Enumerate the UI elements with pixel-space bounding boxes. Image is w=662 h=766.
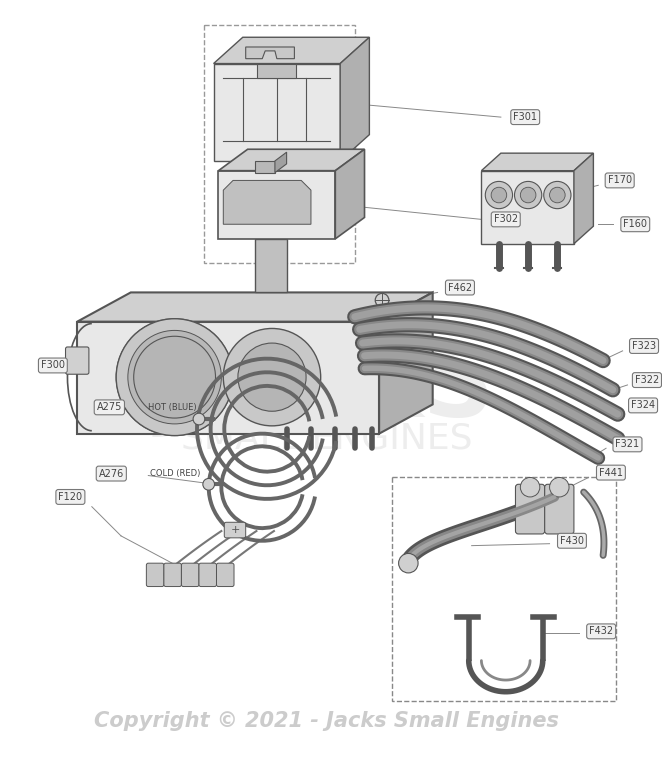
FancyBboxPatch shape	[216, 563, 234, 587]
Polygon shape	[256, 161, 275, 172]
Polygon shape	[379, 293, 433, 434]
Polygon shape	[218, 171, 335, 239]
FancyBboxPatch shape	[66, 347, 89, 375]
Circle shape	[375, 293, 389, 307]
Circle shape	[223, 329, 320, 426]
Text: F120: F120	[58, 492, 83, 502]
Circle shape	[146, 348, 204, 407]
FancyBboxPatch shape	[146, 563, 164, 587]
Text: COLD (RED): COLD (RED)	[150, 469, 201, 478]
Circle shape	[491, 187, 506, 203]
Polygon shape	[258, 64, 297, 78]
Circle shape	[203, 479, 214, 490]
Circle shape	[134, 336, 216, 418]
Text: A276: A276	[99, 469, 124, 479]
Circle shape	[238, 343, 306, 411]
Circle shape	[193, 413, 205, 425]
Text: F441: F441	[599, 467, 623, 477]
Text: F321: F321	[616, 440, 639, 450]
Text: F432: F432	[589, 627, 613, 637]
Polygon shape	[340, 38, 369, 161]
Polygon shape	[214, 64, 340, 161]
Circle shape	[116, 319, 233, 436]
Polygon shape	[481, 153, 593, 171]
Circle shape	[549, 477, 569, 497]
Text: F462: F462	[448, 283, 472, 293]
Polygon shape	[574, 153, 593, 244]
Polygon shape	[214, 38, 369, 64]
Text: F160: F160	[623, 219, 647, 229]
FancyBboxPatch shape	[516, 484, 545, 534]
Text: F300: F300	[41, 361, 65, 371]
Circle shape	[520, 477, 540, 497]
Polygon shape	[218, 149, 365, 171]
FancyBboxPatch shape	[181, 563, 199, 587]
Text: F323: F323	[632, 341, 656, 351]
Text: JACKS: JACKS	[158, 342, 495, 438]
Text: HOT (BLUE): HOT (BLUE)	[148, 403, 197, 412]
Text: A275: A275	[97, 402, 122, 412]
Circle shape	[549, 187, 565, 203]
Circle shape	[116, 319, 233, 436]
Text: F302: F302	[494, 214, 518, 224]
Polygon shape	[223, 181, 311, 224]
FancyBboxPatch shape	[164, 563, 181, 587]
Polygon shape	[246, 47, 295, 59]
Text: F301: F301	[513, 112, 538, 122]
Text: F430: F430	[560, 535, 584, 546]
Circle shape	[544, 182, 571, 208]
FancyBboxPatch shape	[199, 563, 216, 587]
Text: Copyright © 2021 - Jacks Small Engines: Copyright © 2021 - Jacks Small Engines	[94, 711, 559, 731]
FancyBboxPatch shape	[367, 347, 391, 375]
Polygon shape	[481, 171, 574, 244]
Circle shape	[128, 330, 221, 424]
Polygon shape	[77, 322, 379, 434]
Text: F322: F322	[635, 375, 659, 385]
Polygon shape	[256, 239, 287, 293]
Text: F170: F170	[608, 175, 632, 185]
FancyBboxPatch shape	[224, 522, 246, 538]
Polygon shape	[77, 293, 433, 322]
Text: SMALL ENGINES: SMALL ENGINES	[181, 421, 472, 456]
Circle shape	[485, 182, 512, 208]
Circle shape	[520, 187, 536, 203]
Text: +: +	[230, 525, 240, 535]
Circle shape	[514, 182, 542, 208]
Polygon shape	[275, 152, 287, 172]
Polygon shape	[335, 149, 365, 239]
FancyBboxPatch shape	[545, 484, 574, 534]
Circle shape	[399, 554, 418, 573]
Text: F324: F324	[631, 401, 655, 411]
